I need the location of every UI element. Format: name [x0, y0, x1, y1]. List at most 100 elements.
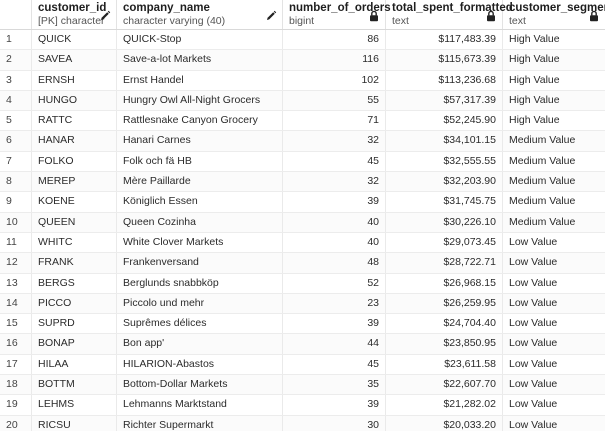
cell-customer-id[interactable]: MEREP [32, 172, 117, 192]
cell-company-name[interactable]: Berglunds snabbköp [117, 273, 283, 293]
cell-customer-segment[interactable]: High Value [509, 114, 560, 127]
cell-number-of-orders[interactable]: 45 [283, 354, 386, 375]
cell-total-spent-formatted[interactable]: $28,722.71 [386, 253, 503, 273]
cell-customer-id[interactable]: KOENE [32, 192, 117, 212]
cell-number-of-orders[interactable]: 23 [283, 293, 386, 314]
cell-company-name[interactable]: Bottom-Dollar Markets [117, 375, 283, 395]
cell-number-of-orders[interactable]: 32 [283, 131, 386, 151]
cell-company-name[interactable]: Folk och fä HB [117, 151, 283, 172]
cell-customer-id[interactable]: QUEEN [32, 212, 117, 232]
cell-customer-id[interactable]: ERNSH [32, 70, 117, 90]
cell-customer-id[interactable]: QUICK [32, 30, 117, 50]
cell-company-name[interactable]: QUICK-Stop [117, 30, 283, 50]
cell-customer-id[interactable]: FRANK [32, 253, 117, 273]
cell-company-name[interactable]: Bon app' [117, 334, 283, 354]
table-row[interactable]: 10 QUEEN Queen Cozinha 40 $30,226.10 Medium V… [0, 212, 605, 233]
cell-customer-id[interactable]: LEHMS [32, 395, 117, 415]
table-row[interactable]: 9 KOENE Königlich Essen 39 $31,745.75 Medium … [0, 192, 605, 213]
cell-company-name[interactable]: Mère Paillarde [117, 172, 283, 192]
cell-total-spent-formatted[interactable]: $115,673.39 [386, 50, 503, 70]
cell-customer-segment[interactable]: Medium Value [509, 134, 576, 147]
cell-customer-segment[interactable]: Medium Value [509, 175, 576, 188]
column-header-customer-segment[interactable]: customer_segment text [503, 0, 605, 29]
cell-customer-segment[interactable]: Medium Value [509, 195, 576, 208]
cell-number-of-orders[interactable]: 44 [283, 334, 386, 354]
table-row[interactable]: 13 BERGS Berglunds snabbköp 52 $26,968.15 Low… [0, 273, 605, 294]
cell-number-of-orders[interactable]: 52 [283, 273, 386, 293]
table-row[interactable]: 17 HILAA HILARION-Abastos 45 $23,611.58 Low V… [0, 354, 605, 376]
cell-customer-segment[interactable]: High Value [509, 33, 560, 45]
cell-customer-segment[interactable]: Low Value [509, 398, 558, 411]
cell-total-spent-formatted[interactable]: $31,745.75 [386, 192, 503, 212]
cell-customer-segment[interactable]: Low Value [509, 296, 558, 309]
cell-number-of-orders[interactable]: 48 [283, 253, 386, 273]
cell-total-spent-formatted[interactable]: $113,236.68 [386, 70, 503, 90]
cell-company-name[interactable]: Suprêmes délices [117, 314, 283, 334]
cell-company-name[interactable]: Queen Cozinha [117, 212, 283, 232]
table-row[interactable]: 18 BOTTM Bottom-Dollar Markets 35 $22,607.70… [0, 375, 605, 396]
table-row[interactable]: 5 RATTC Rattlesnake Canyon Grocery 71 $52,24… [0, 111, 605, 132]
cell-total-spent-formatted[interactable]: $30,226.10 [386, 212, 503, 232]
cell-customer-id[interactable]: WHITC [32, 232, 117, 253]
cell-total-spent-formatted[interactable]: $32,555.55 [386, 151, 503, 172]
cell-company-name[interactable]: Richter Supermarkt [117, 415, 283, 431]
cell-total-spent-formatted[interactable]: $57,317.39 [386, 90, 503, 111]
table-row[interactable]: 3 ERNSH Ernst Handel 102 $113,236.68 High Val… [0, 70, 605, 91]
cell-total-spent-formatted[interactable]: $21,282.02 [386, 395, 503, 415]
cell-company-name[interactable]: Hungry Owl All-Night Grocers [117, 90, 283, 111]
cell-customer-id[interactable]: HUNGO [32, 90, 117, 111]
cell-total-spent-formatted[interactable]: $22,607.70 [386, 375, 503, 395]
cell-customer-segment[interactable]: Medium Value [509, 215, 576, 228]
cell-customer-segment[interactable]: High Value [509, 93, 560, 106]
column-header-customer-id[interactable]: customer_id [PK] character [32, 0, 117, 29]
cell-total-spent-formatted[interactable]: $20,033.20 [386, 415, 503, 431]
cell-company-name[interactable]: Rattlesnake Canyon Grocery [117, 111, 283, 131]
table-row[interactable]: 12 FRANK Frankenversand 48 $28,722.71 Low Val… [0, 253, 605, 274]
cell-total-spent-formatted[interactable]: $52,245.90 [386, 111, 503, 131]
cell-total-spent-formatted[interactable]: $26,259.95 [386, 293, 503, 314]
cell-company-name[interactable]: Hanari Carnes [117, 131, 283, 151]
cell-customer-segment[interactable]: Low Value [509, 357, 558, 370]
cell-company-name[interactable]: White Clover Markets [117, 232, 283, 253]
cell-total-spent-formatted[interactable]: $23,611.58 [386, 354, 503, 375]
cell-customer-id[interactable]: BERGS [32, 273, 117, 293]
cell-number-of-orders[interactable]: 71 [283, 111, 386, 131]
cell-total-spent-formatted[interactable]: $23,850.95 [386, 334, 503, 354]
cell-customer-segment[interactable]: Low Value [509, 235, 558, 248]
table-row[interactable]: 14 PICCO Piccolo und mehr 23 $26,259.95 Low V… [0, 293, 605, 315]
cell-customer-segment[interactable]: Medium Value [509, 154, 576, 167]
cell-number-of-orders[interactable]: 102 [283, 70, 386, 90]
cell-customer-segment[interactable]: Low Value [509, 276, 558, 289]
cell-total-spent-formatted[interactable]: $117,483.39 [386, 30, 503, 50]
cell-customer-id[interactable]: FOLKO [32, 151, 117, 172]
cell-customer-id[interactable]: BONAP [32, 334, 117, 354]
table-row[interactable]: 8 MEREP Mère Paillarde 32 $32,203.90 Medium V… [0, 172, 605, 193]
table-row[interactable]: 7 FOLKO Folk och fä HB 45 $32,555.55 Medium V… [0, 151, 605, 173]
cell-total-spent-formatted[interactable]: $29,073.45 [386, 232, 503, 253]
cell-number-of-orders[interactable]: 45 [283, 151, 386, 172]
cell-number-of-orders[interactable]: 39 [283, 314, 386, 334]
table-row[interactable]: 19 LEHMS Lehmanns Marktstand 39 $21,282.02 Lo… [0, 395, 605, 416]
cell-number-of-orders[interactable]: 55 [283, 90, 386, 111]
cell-number-of-orders[interactable]: 35 [283, 375, 386, 395]
row-number-header[interactable] [0, 0, 32, 29]
cell-total-spent-formatted[interactable]: $32,203.90 [386, 172, 503, 192]
cell-company-name[interactable]: Ernst Handel [117, 70, 283, 90]
cell-customer-id[interactable]: BOTTM [32, 375, 117, 395]
cell-customer-segment[interactable]: High Value [509, 53, 560, 66]
cell-customer-segment[interactable]: Low Value [509, 256, 558, 269]
cell-company-name[interactable]: Königlich Essen [117, 192, 283, 212]
cell-number-of-orders[interactable]: 40 [283, 232, 386, 253]
table-row[interactable]: 6 HANAR Hanari Carnes 32 $34,101.15 Medium Va… [0, 131, 605, 152]
cell-company-name[interactable]: HILARION-Abastos [117, 354, 283, 375]
cell-number-of-orders[interactable]: 32 [283, 172, 386, 192]
cell-company-name[interactable]: Frankenversand [117, 253, 283, 273]
cell-total-spent-formatted[interactable]: $34,101.15 [386, 131, 503, 151]
column-header-total-spent-formatted[interactable]: total_spent_formatted text [386, 0, 513, 29]
table-row[interactable]: 2 SAVEA Save-a-lot Markets 116 $115,673.39 Hi… [0, 50, 605, 71]
cell-customer-segment[interactable]: High Value [509, 73, 560, 86]
cell-number-of-orders[interactable]: 39 [283, 395, 386, 415]
table-row[interactable]: 15 SUPRD Suprêmes délices 39 $24,704.40 Low V… [0, 314, 605, 335]
cell-number-of-orders[interactable]: 39 [283, 192, 386, 212]
table-row[interactable]: 4 HUNGO Hungry Owl All-Night Grocers 55 $57,… [0, 90, 605, 112]
